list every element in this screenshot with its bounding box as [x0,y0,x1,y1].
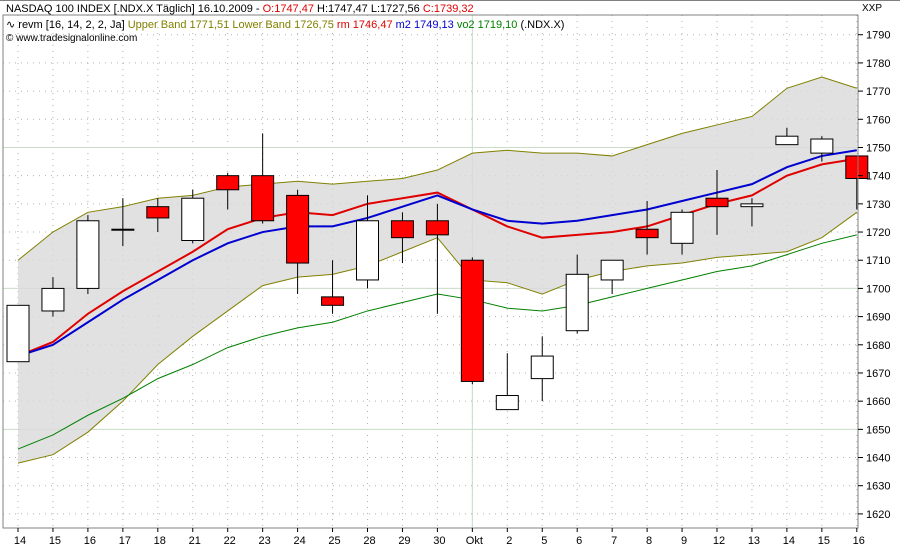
high-low-values: H:1747,47 L:1727,56 [317,3,420,15]
x-axis: 14 15 16 17 18 21 22 23 24 25 28 29 30 Okt 2 5 6 7 8 9 12 13 1… [14,528,865,547]
x-tick-label: 25 [328,535,340,547]
candle-body [425,220,449,236]
x-tick-label: 16 [84,535,96,547]
y-tick-label: 1760 [866,114,890,126]
plot-frame [0,0,900,529]
x-tick-label: 14 [14,535,26,547]
candle-body [530,355,554,380]
candle-body [216,175,240,191]
y-tick-label: 1660 [866,396,890,408]
indicator-icon: ∿ [6,19,16,31]
x-tick-label: 7 [611,535,617,547]
upper-band-value: Upper Band 1771,51 [127,19,230,31]
y-tick-label: 1670 [866,368,890,380]
x-tick-label: 24 [293,535,305,547]
corner-label[interactable]: XXP [862,3,883,14]
header-line-1: NASDAQ 100 INDEX [.NDX.X Täglich] 16.10.… [6,3,474,15]
x-tick-label: 12 [713,535,725,547]
y-tick-label: 1750 [866,142,890,154]
x-tick-label: 13 [748,535,760,547]
indicator-label: revm [16, 14, 2, 2, Ja] [18,19,125,31]
symbol-label: (.NDX.X) [520,19,565,31]
m2-value: m2 1749,13 [395,19,454,31]
open-value: O:1747,47 [262,3,314,15]
lower-band-value: Lower Band 1726,75 [232,19,334,31]
candle-body [390,220,414,239]
candle-body [286,194,310,264]
close-value: C:1739,32 [422,3,474,15]
x-tick-label: 15 [49,535,61,547]
candle-body [775,135,799,146]
x-tick-label: 18 [154,535,166,547]
x-tick-label: 21 [189,535,201,547]
candle-body [740,203,764,208]
x-tick-label: 6 [576,535,582,547]
candle-body [460,259,484,382]
y-tick-label: 1770 [866,86,890,98]
x-tick-label: 15 [818,535,830,547]
x-tick-label: 23 [259,535,271,547]
y-tick-label: 1790 [866,30,890,42]
y-tick-label: 1740 [866,171,890,183]
candle-body [705,197,729,208]
candle-body [600,259,624,281]
x-tick-label: 22 [224,535,236,547]
rm-value: rm 1746,47 [336,19,393,31]
x-tick-label: 2 [506,535,512,547]
x-tick-label: 8 [646,535,652,547]
x-tick-label: 16 [853,535,865,547]
y-tick-label: 1730 [866,199,890,211]
y-tick-label: 1690 [866,312,890,324]
candle-body [670,211,694,244]
candle-body [251,175,275,222]
band-fill [18,77,857,464]
candle-body [181,197,205,241]
y-tick-label: 1640 [866,453,890,465]
y-tick-label: 1620 [866,509,890,521]
candle-body [41,287,65,312]
x-tick-label: 17 [119,535,131,547]
candle-body [495,395,519,411]
x-tick-label: Okt [466,535,483,547]
x-tick-label: 9 [681,535,687,547]
candle-body [111,228,135,231]
header-line-2: ∿ revm [16, 14, 2, 2, Ja] Upper Band 177… [6,18,564,31]
bollinger-band-layer [18,77,857,464]
x-tick-label: 30 [433,535,445,547]
x-tick-label: 14 [783,535,795,547]
vo2-value: vo2 1719,10 [456,19,518,31]
instrument-label: NASDAQ 100 INDEX [.NDX.X Täglich] 16.10.… [6,3,260,15]
y-tick-label: 1720 [866,227,890,239]
candle-body [635,228,659,239]
y-tick-label: 1680 [866,340,890,352]
y-tick-label: 1700 [866,283,890,295]
candle-body [76,220,100,289]
candle-body [146,206,170,219]
y-tick-label: 1630 [866,481,890,493]
plot-border [2,14,859,529]
y-axis: 1620 1630 1640 1650 1660 1670 1680 1690 1700 1710… [858,30,890,521]
x-tick-label: 5 [541,535,547,547]
candle-body [321,296,345,306]
candle-body [845,155,869,179]
candle-body [6,304,30,363]
copyright-label: © www.tradesignalonline.com [6,33,138,44]
y-tick-label: 1780 [866,58,890,70]
candle-body [356,220,379,281]
candles-layer [6,127,869,411]
candle-body [810,138,834,154]
y-tick-label: 1650 [866,424,890,436]
x-tick-label: 29 [398,535,410,547]
y-tick-label: 1710 [866,255,890,267]
candle-body [565,273,589,332]
x-tick-label: 28 [363,535,375,547]
